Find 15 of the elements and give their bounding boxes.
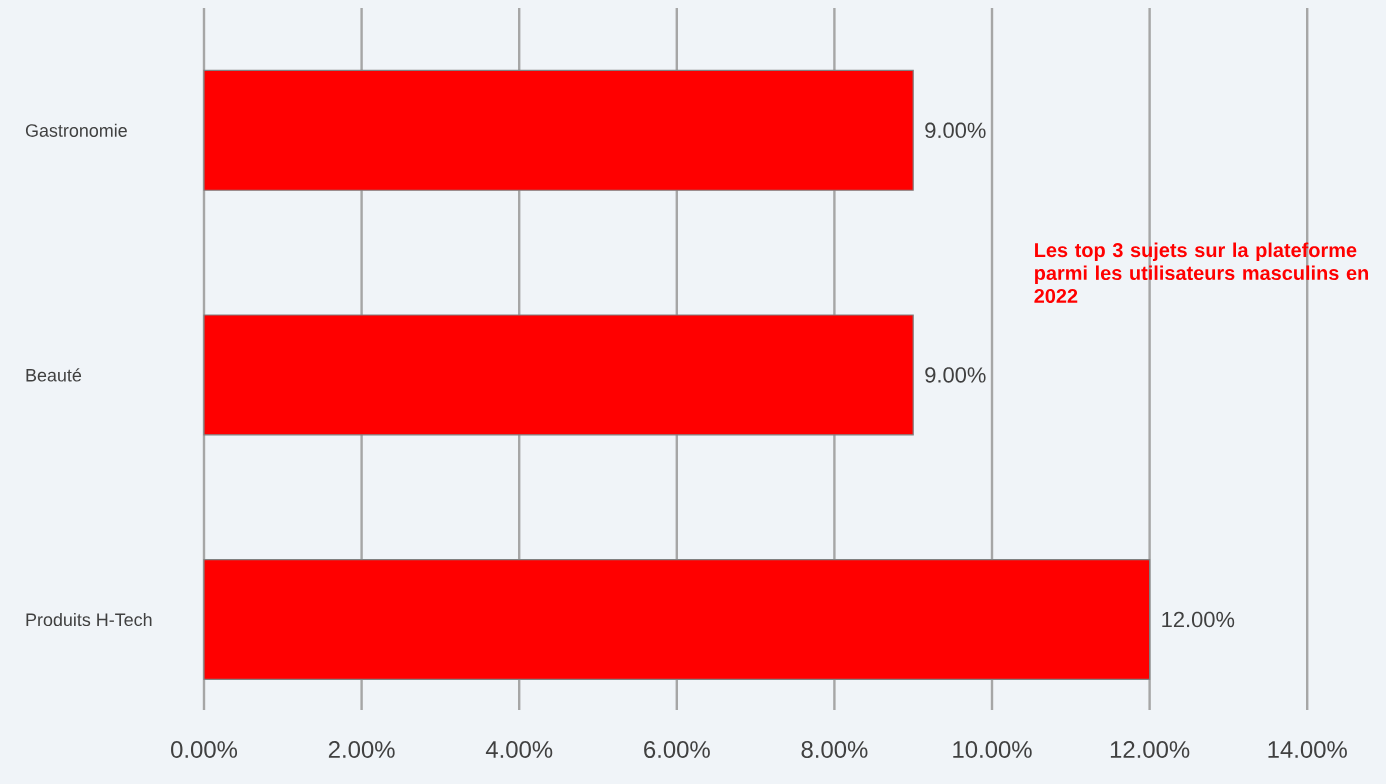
- x-tick-label: 2.00%: [328, 741, 395, 758]
- data-label: 12.00%: [1162, 611, 1235, 628]
- x-tick-label: 8.00%: [801, 741, 868, 758]
- y-tick-label: Gastronomie: [25, 123, 127, 137]
- x-tick-label: 4.00%: [485, 741, 553, 758]
- x-tick-label: 12.00%: [1110, 741, 1190, 758]
- data-label: 9.00%: [925, 122, 986, 139]
- text: Les top 3 sujets sur la plateforme parmi les utilisateurs masculins en 2022: [1034, 242, 1369, 303]
- x-tick-label: 6.00%: [644, 741, 710, 758]
- y-tick-label: Beauté: [26, 368, 82, 382]
- x-tick-label: 0.00%: [171, 741, 238, 758]
- x-tick-label: 10.00%: [953, 741, 1032, 758]
- data-label: 9.00%: [925, 367, 986, 383]
- y-tick-label: Produits H-Tech: [26, 612, 152, 627]
- x-tick-label: 14.00%: [1268, 741, 1347, 758]
